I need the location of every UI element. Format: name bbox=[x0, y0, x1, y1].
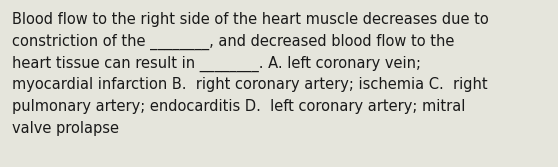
Text: heart tissue can result in ________. A. left coronary vein;: heart tissue can result in ________. A. … bbox=[12, 56, 421, 72]
Text: pulmonary artery; endocarditis D.  left coronary artery; mitral: pulmonary artery; endocarditis D. left c… bbox=[12, 99, 465, 114]
Text: valve prolapse: valve prolapse bbox=[12, 121, 119, 136]
Text: myocardial infarction B.  right coronary artery; ischemia C.  right: myocardial infarction B. right coronary … bbox=[12, 77, 488, 92]
Text: Blood flow to the right side of the heart muscle decreases due to: Blood flow to the right side of the hear… bbox=[12, 12, 489, 27]
Text: constriction of the ________, and decreased blood flow to the: constriction of the ________, and decrea… bbox=[12, 34, 454, 50]
